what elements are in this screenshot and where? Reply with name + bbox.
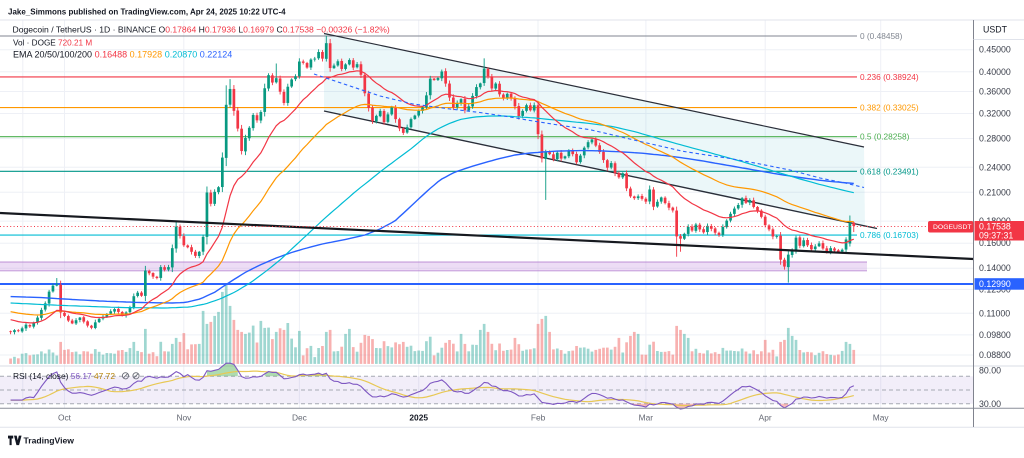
svg-text:Jake_Simmons published on Trad: Jake_Simmons published on TradingView.co… — [8, 7, 286, 16]
svg-text:0.24000: 0.24000 — [979, 162, 1011, 172]
svg-text:0.618 (0.23491): 0.618 (0.23491) — [860, 166, 919, 176]
svg-text:0.36000: 0.36000 — [979, 87, 1011, 97]
svg-text:0.32000: 0.32000 — [979, 109, 1011, 119]
svg-text:0.12990: 0.12990 — [979, 279, 1011, 289]
svg-text:0 (0.48458): 0 (0.48458) — [860, 31, 903, 41]
svg-text:RSI (14, close) 56.17 47.72: RSI (14, close) 56.17 47.72 — [13, 371, 115, 381]
svg-text:USDT: USDT — [983, 25, 1008, 35]
svg-text:Vol · DOGE 720.21 M: Vol · DOGE 720.21 M — [13, 39, 92, 48]
svg-text:EMA 20/50/100/200 0.16488 0.17: EMA 20/50/100/200 0.16488 0.17928 0.2087… — [13, 50, 232, 60]
svg-text:30.00: 30.00 — [979, 399, 1001, 409]
svg-text:Dec: Dec — [292, 413, 307, 423]
svg-text:Oct: Oct — [58, 413, 72, 423]
svg-text:Apr: Apr — [759, 413, 772, 423]
svg-text:0.09800: 0.09800 — [979, 330, 1011, 340]
svg-text:0.45000: 0.45000 — [979, 45, 1011, 55]
svg-text:0.28000: 0.28000 — [979, 134, 1011, 144]
svg-text:May: May — [873, 413, 890, 423]
svg-text:0.21000: 0.21000 — [979, 187, 1011, 197]
svg-text:80.00: 80.00 — [979, 365, 1001, 375]
svg-text:0.5 (0.28258): 0.5 (0.28258) — [860, 132, 910, 142]
svg-text:0.382 (0.33025): 0.382 (0.33025) — [860, 103, 919, 113]
svg-text:0.236 (0.38924): 0.236 (0.38924) — [860, 72, 919, 82]
svg-text:09:37:31: 09:37:31 — [979, 231, 1013, 241]
svg-text:Nov: Nov — [176, 413, 192, 423]
svg-text:0.40000: 0.40000 — [979, 67, 1011, 77]
svg-text:0.11000: 0.11000 — [979, 308, 1010, 318]
svg-text:Mar: Mar — [639, 413, 654, 423]
svg-text:Feb: Feb — [531, 413, 546, 423]
svg-text:0.786 (0.16703): 0.786 (0.16703) — [860, 230, 919, 240]
svg-text:0.14000: 0.14000 — [979, 263, 1011, 273]
svg-text:0.08800: 0.08800 — [979, 350, 1011, 360]
svg-text:Dogecoin / TetherUS · 1D · BIN: Dogecoin / TetherUS · 1D · BINANCE O0.17… — [13, 25, 390, 35]
svg-text:2025: 2025 — [409, 413, 428, 423]
svg-text:TradingView: TradingView — [24, 436, 75, 446]
svg-text:DOGEUSDT: DOGEUSDT — [933, 224, 972, 231]
